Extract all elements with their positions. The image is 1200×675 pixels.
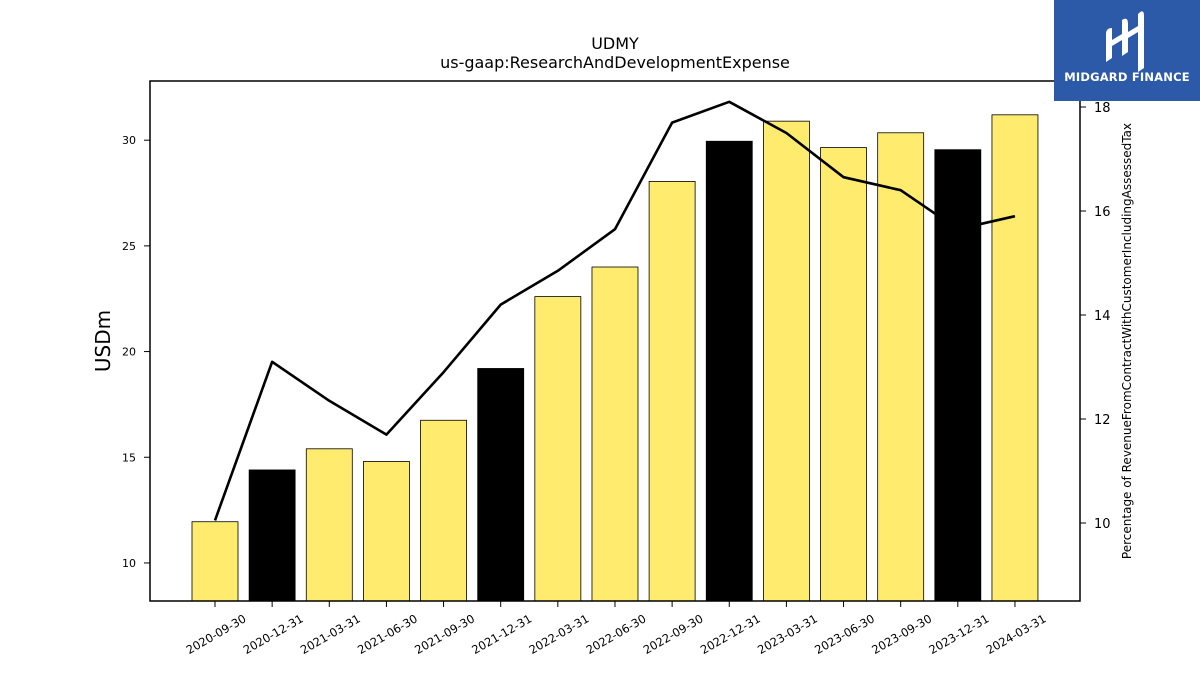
chart-title: UDMY [591, 34, 639, 53]
y-tick-label: 25 [122, 240, 136, 253]
y2-axis: 10 12 14 16 18 [1080, 101, 1111, 532]
brand-logo: MIDGARD FINANCE [1054, 0, 1200, 101]
bar-2023-09-30 [877, 132, 925, 602]
line-group [213, 100, 1016, 521]
bar-2022-03-31 [534, 296, 582, 602]
bars-group [191, 114, 1039, 602]
brand-logo-text: MIDGARD FINANCE [1064, 70, 1190, 84]
x-tick-label: 2023-09-30 [869, 611, 934, 657]
y-axis: 10 15 20 25 30 [122, 134, 150, 570]
x-axis: 2020-09-302020-12-312021-03-312021-06-30… [184, 601, 1049, 657]
bar-2020-09-30 [191, 521, 239, 602]
x-tick-label: 2022-09-30 [641, 611, 706, 657]
x-tick-label: 2021-12-31 [469, 611, 534, 657]
y-tick-label: 10 [122, 557, 136, 570]
bar-2023-06-30 [820, 147, 867, 602]
bar-2020-12-31 [248, 469, 296, 602]
x-tick-label: 2021-03-31 [298, 611, 363, 657]
x-tick-label: 2020-09-30 [184, 611, 249, 657]
x-tick-label: 2024-03-31 [984, 611, 1049, 657]
y2-tick-label: 14 [1094, 309, 1111, 324]
bar-2022-12-31 [705, 140, 753, 602]
y-tick-label: 20 [122, 346, 136, 359]
x-tick-label: 2023-03-31 [755, 611, 820, 657]
x-tick-label: 2020-12-31 [241, 611, 306, 657]
x-tick-label: 2022-03-31 [526, 611, 591, 657]
bar-2024-03-31 [991, 114, 1039, 602]
x-tick-label: 2022-12-31 [698, 611, 763, 657]
percentage-line [213, 100, 1016, 521]
chart-subtitle: us-gaap:ResearchAndDevelopmentExpense [440, 53, 790, 72]
y2-tick-label: 16 [1094, 205, 1111, 220]
bar-2021-03-31 [305, 448, 353, 602]
bar-2022-09-30 [648, 181, 696, 602]
bar-2022-06-30 [591, 266, 639, 602]
x-tick-label: 2021-09-30 [412, 611, 477, 657]
x-tick-label: 2023-12-31 [926, 611, 991, 657]
x-tick-label: 2023-06-30 [812, 611, 877, 657]
y2-tick-label: 10 [1094, 517, 1111, 532]
bar-2021-12-31 [477, 368, 525, 602]
y-axis-label: USDm [91, 310, 115, 372]
y2-axis-label: Percentage of RevenueFromContractWithCus… [1120, 123, 1134, 559]
x-tick-label: 2022-06-30 [584, 611, 649, 657]
x-tick-label: 2021-06-30 [355, 611, 420, 657]
bar-2023-03-31 [763, 120, 810, 602]
y2-tick-label: 18 [1094, 101, 1111, 116]
y-tick-label: 30 [122, 134, 136, 147]
bar-2021-09-30 [420, 419, 467, 602]
y2-tick-label: 12 [1094, 413, 1111, 428]
bar-2021-06-30 [363, 461, 410, 602]
midgard-logo-icon [1106, 11, 1144, 72]
y-tick-label: 15 [122, 451, 136, 464]
